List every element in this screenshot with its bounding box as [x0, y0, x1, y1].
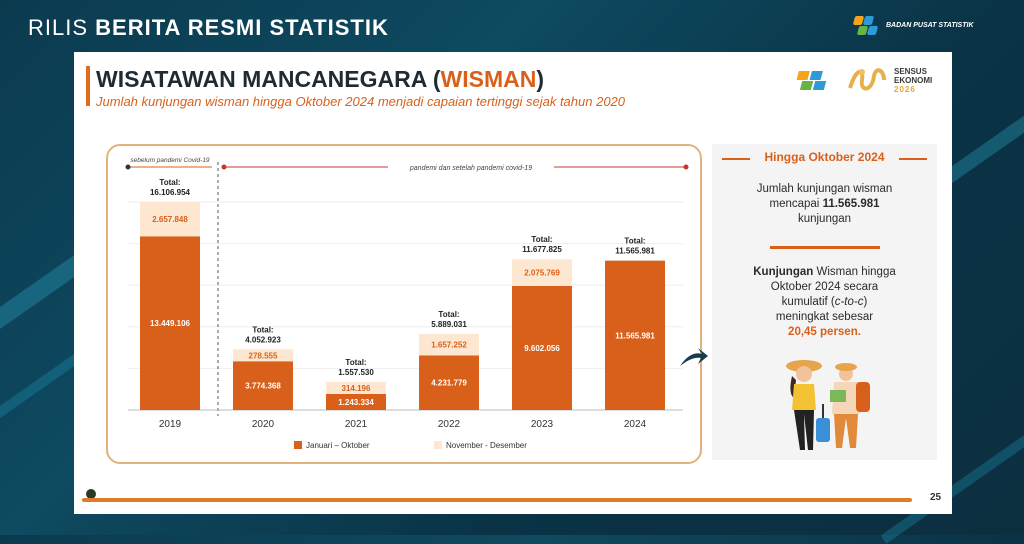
bar-label-jan-oct: 3.774.368	[245, 382, 281, 391]
bar-nov-dec	[512, 259, 572, 287]
summary-heading: Hingga Oktober 2024	[764, 150, 885, 164]
arrow-right-icon	[680, 348, 708, 366]
bps-logo-icon	[852, 14, 880, 36]
bar-nov-dec	[233, 349, 293, 362]
bar-label-jan-oct: 9.602.056	[524, 344, 560, 353]
total-value: 11.677.825	[522, 245, 562, 254]
bar-label-jan-oct: 13.449.106	[150, 319, 191, 328]
visits-value: 11.565.981	[822, 198, 880, 210]
bar-label-nov-dec: 2.075.769	[524, 269, 560, 278]
x-tick-label: 2020	[252, 419, 275, 430]
growth-line2: Oktober 2024 secara	[770, 281, 879, 293]
total-value: 1.557.530	[338, 368, 374, 377]
legend-label-nov-dec: November - Desember	[446, 441, 527, 450]
partner-logos: SENSUS EKONOMI 2026	[796, 66, 932, 94]
bar-nov-dec	[140, 202, 200, 237]
growth-word-bold: Kunjungan	[753, 266, 814, 278]
bar-label-nov-dec: 278.555	[249, 351, 278, 360]
bar-label-jan-oct: 4.231.779	[431, 379, 467, 388]
x-tick-label: 2021	[345, 419, 368, 430]
slide-title-main: WISATAWAN MANCANEGARA (	[96, 66, 441, 92]
legend-swatch-nov-dec	[434, 441, 442, 449]
total-value: 11.565.981	[615, 247, 655, 256]
slide-title-close: )	[536, 66, 545, 92]
sensus-line2: EKONOMI	[894, 75, 933, 85]
total-label: Total:	[345, 358, 366, 367]
heading-line-right	[899, 158, 927, 160]
bar-chart: sebelum pandemi Covid-19 pandemi dan sete…	[125, 157, 689, 450]
x-tick-label: 2024	[624, 419, 647, 430]
header-title: RILIS BERITA RESMI STATISTIK	[28, 15, 389, 41]
summary-text-growth: Kunjungan Wisman hingga Oktober 2024 sec…	[722, 265, 927, 340]
bar-nov-dec	[326, 381, 386, 394]
total-label: Total:	[159, 178, 180, 187]
slide-subtitle: Jumlah kunjungan wisman hingga Oktober 2…	[96, 94, 626, 109]
bar-jan-oct	[419, 355, 479, 410]
sensus-line1: SENSUS	[894, 66, 927, 76]
summary-panel: Hingga Oktober 2024 Jumlah kunjungan wis…	[712, 144, 937, 460]
bar-jan-oct	[512, 286, 572, 410]
growth-ctoc: c-to-c	[834, 296, 864, 308]
bar-jan-oct	[326, 393, 386, 410]
total-label: Total:	[624, 237, 645, 246]
slide-title: WISATAWAN MANCANEGARA (WISMAN)	[96, 66, 544, 93]
total-label: Total:	[252, 325, 273, 334]
total-label: Total:	[438, 310, 459, 319]
slide: WISATAWAN MANCANEGARA (WISMAN) Jumlah ku…	[74, 52, 952, 514]
sensus-year: 2026	[894, 84, 916, 94]
bar-label-nov-dec: 2.657.848	[152, 215, 188, 224]
growth-value: 20,45 persen.	[788, 326, 861, 338]
summary-text-visits: Jumlah kunjungan wisman mencapai 11.565.…	[722, 182, 927, 227]
total-value: 16.106.954	[150, 188, 191, 197]
legend-label-jan-oct: Januari – Oktober	[306, 441, 370, 450]
growth-line1: Wisman hingga	[813, 266, 896, 278]
bps-small-logo-icon	[796, 71, 827, 90]
x-tick-label: 2022	[438, 419, 461, 430]
header-title-light: RILIS	[28, 15, 96, 40]
bar-label-nov-dec: 314.196	[342, 384, 371, 393]
bps-logo-text: BADAN PUSAT STATISTIK	[886, 21, 974, 29]
panel-divider	[770, 246, 880, 249]
footer-bar	[82, 498, 912, 502]
slide-title-accent: WISMAN	[440, 66, 537, 92]
period-dot-before	[125, 164, 131, 170]
title-accent-bar	[86, 66, 90, 106]
tourists-illustration-icon	[786, 360, 870, 450]
bar-label-jan-oct: 11.565.981	[615, 331, 655, 340]
growth-line4: meningkat sebesar	[775, 311, 874, 323]
bps-logo: BADAN PUSAT STATISTIK	[852, 14, 974, 36]
chart-container: sebelum pandemi Covid-19 pandemi dan sete…	[106, 144, 702, 464]
bar-nov-dec	[419, 333, 479, 356]
heading-line-left	[722, 158, 750, 160]
x-tick-label: 2019	[159, 419, 182, 430]
legend-swatch-jan-oct	[294, 441, 302, 449]
total-label: Total:	[531, 235, 552, 244]
bar-jan-oct	[140, 236, 200, 410]
visits-line1: Jumlah kunjungan wisman	[756, 183, 893, 195]
period-label-before: sebelum pandemi Covid-19	[130, 157, 210, 164]
x-tick-label: 2023	[531, 419, 554, 430]
period-dot-after	[221, 164, 227, 170]
bar-label-jan-oct: 1.243.334	[338, 398, 374, 407]
bar-label-nov-dec: 1.657.252	[431, 341, 467, 350]
growth-line3b: )	[863, 296, 868, 308]
visits-line3: kunjungan	[797, 213, 852, 225]
sensus-ekonomi-icon	[848, 68, 886, 91]
total-value: 5.889.031	[431, 320, 467, 329]
period-dot-after-end	[683, 164, 689, 170]
period-label-bg	[388, 161, 554, 172]
bar-jan-oct	[233, 361, 293, 410]
visits-line2: mencapai	[769, 198, 820, 210]
bar-jan-oct	[605, 260, 665, 410]
period-label-after: pandemi dan setelah pandemi covid-19	[409, 165, 532, 172]
growth-line3a: kumulatif (	[781, 296, 835, 308]
header-title-bold: BERITA RESMI STATISTIK	[95, 15, 389, 40]
sensus-ekonomi-logo: SENSUS EKONOMI 2026	[894, 67, 932, 94]
corner-logo-icon	[86, 489, 96, 499]
page-number: 25	[930, 492, 942, 503]
total-value: 4.052.923	[245, 335, 281, 344]
